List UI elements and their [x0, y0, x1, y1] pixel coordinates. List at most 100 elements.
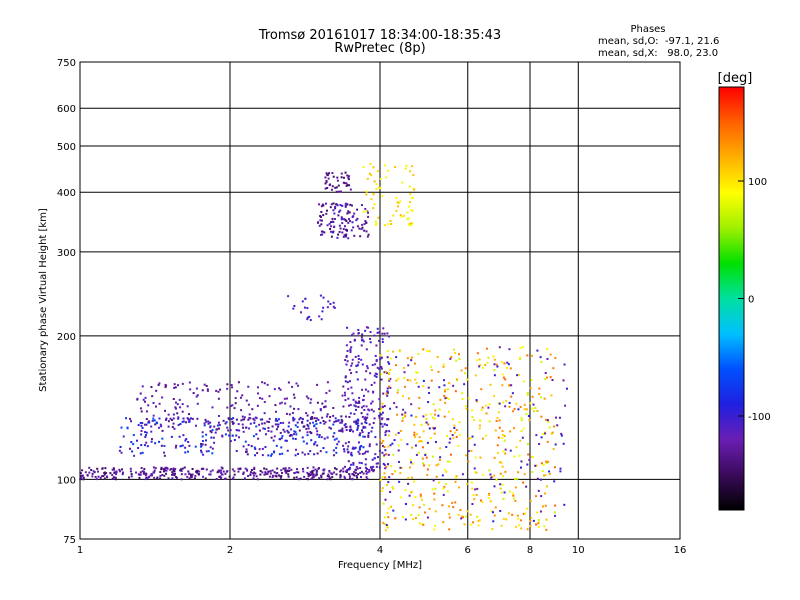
data-point	[345, 182, 348, 185]
data-point	[225, 421, 228, 424]
data-point	[411, 462, 414, 465]
data-point	[343, 391, 346, 394]
data-point	[457, 486, 460, 489]
data-point	[355, 420, 358, 423]
data-point	[341, 429, 344, 432]
data-point	[349, 403, 352, 406]
data-point	[201, 431, 204, 434]
data-point	[326, 413, 329, 416]
data-point	[381, 451, 384, 454]
data-point	[489, 500, 492, 503]
data-point	[178, 398, 181, 401]
data-point	[439, 447, 442, 450]
data-point	[399, 200, 402, 203]
data-point	[368, 470, 371, 473]
data-point	[378, 416, 381, 419]
data-point	[429, 437, 432, 440]
data-point	[137, 424, 140, 427]
data-point	[368, 445, 371, 448]
data-point	[407, 205, 410, 208]
data-point	[263, 467, 266, 470]
data-point	[187, 440, 190, 443]
data-point	[449, 357, 452, 360]
data-point	[135, 471, 138, 474]
data-point	[413, 434, 416, 437]
data-point	[551, 379, 554, 382]
data-point	[328, 470, 331, 473]
data-point	[548, 470, 551, 473]
data-point	[399, 466, 402, 469]
data-point	[294, 424, 297, 427]
data-point	[524, 512, 527, 515]
data-point	[509, 430, 512, 433]
data-point	[387, 361, 390, 364]
data-point	[304, 297, 307, 300]
data-point	[434, 409, 437, 412]
data-point	[526, 354, 529, 357]
data-point	[396, 201, 399, 204]
data-point	[436, 355, 439, 358]
data-point	[431, 455, 434, 458]
data-point	[271, 474, 274, 477]
data-point	[228, 475, 231, 478]
data-point	[255, 425, 258, 428]
data-point	[443, 415, 446, 418]
data-point	[167, 413, 170, 416]
data-point	[376, 331, 379, 334]
data-point	[434, 413, 437, 416]
data-point	[115, 470, 118, 473]
data-point	[204, 439, 207, 442]
data-point	[345, 184, 348, 187]
data-point	[306, 478, 309, 481]
data-point	[540, 495, 543, 498]
data-point	[242, 430, 245, 433]
data-point	[396, 391, 399, 394]
data-point	[141, 421, 144, 424]
data-point	[432, 479, 435, 482]
data-point	[194, 445, 197, 448]
data-point	[346, 183, 349, 186]
x-axis-ticks: 1 2 4 6 8 10 16	[77, 545, 687, 556]
data-point	[86, 474, 89, 477]
data-point	[370, 468, 373, 471]
stats-heading: Phases	[630, 24, 665, 35]
data-point	[529, 499, 532, 502]
data-point	[418, 436, 421, 439]
data-point	[381, 425, 384, 428]
data-point	[285, 397, 288, 400]
data-point	[233, 473, 236, 476]
data-point	[349, 351, 352, 354]
data-point	[520, 429, 523, 432]
data-point	[231, 478, 234, 481]
data-point	[173, 427, 176, 430]
data-point	[480, 409, 483, 412]
data-point	[419, 495, 422, 498]
data-point	[149, 474, 152, 477]
data-point	[344, 399, 347, 402]
data-point	[293, 430, 296, 433]
data-point	[363, 229, 366, 232]
data-point	[409, 201, 412, 204]
data-point	[332, 305, 335, 308]
data-point	[481, 501, 484, 504]
data-point	[458, 421, 461, 424]
data-point	[348, 184, 351, 187]
data-point	[341, 222, 344, 225]
data-point	[101, 475, 104, 478]
data-point	[502, 450, 505, 453]
data-point	[267, 426, 270, 429]
data-point	[215, 478, 218, 481]
data-point	[536, 349, 539, 352]
data-point	[412, 504, 415, 507]
data-point	[332, 407, 335, 410]
data-point	[545, 462, 548, 465]
data-point	[312, 411, 315, 414]
data-point	[411, 356, 414, 359]
data-point	[379, 410, 382, 413]
data-point	[199, 442, 202, 445]
data-point	[373, 457, 376, 460]
data-point	[476, 515, 479, 518]
data-point	[279, 421, 282, 424]
data-point	[555, 416, 558, 419]
data-point	[202, 453, 205, 456]
